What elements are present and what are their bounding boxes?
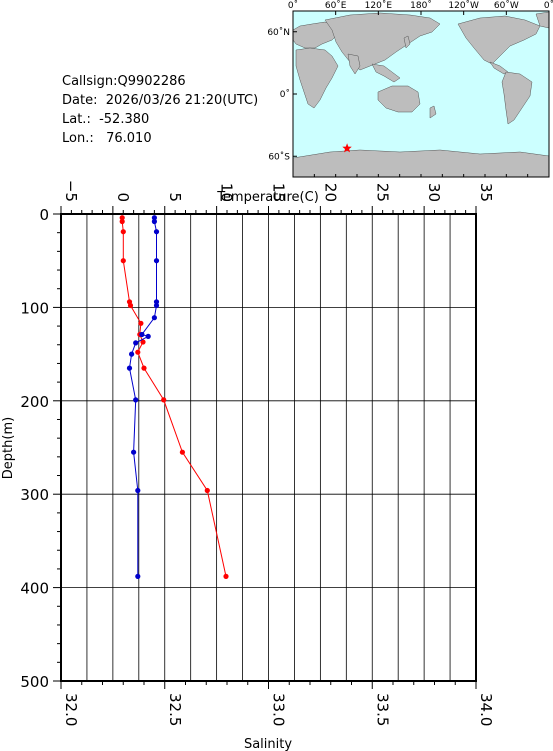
map-land-africa <box>295 47 339 109</box>
salinity-data-point <box>153 299 160 305</box>
salinity-tick-label: 33.0 <box>270 693 288 726</box>
depth-tick-label: 0 <box>39 206 49 224</box>
temperature-data-point <box>161 397 167 403</box>
temperature-data-point <box>140 339 146 345</box>
temperature-data-point <box>119 218 125 225</box>
temperature-data-point <box>204 487 210 494</box>
temperature-data-point <box>141 365 147 371</box>
plot-frame <box>60 213 477 682</box>
salinity-data-point <box>153 258 160 264</box>
station-info: Callsign:Q9902286 Date: 2026/03/26 21:20… <box>62 72 258 148</box>
map-land-north-america <box>457 15 541 65</box>
grid-lines <box>60 213 477 682</box>
station-star-icon <box>342 143 352 153</box>
salinity-profile-line <box>128 217 157 577</box>
temperature-data-point <box>119 215 125 221</box>
map-lon-label: 120˚E <box>365 0 393 11</box>
temperature-data-point <box>126 299 133 305</box>
salinity-data-point <box>145 333 151 339</box>
callsign-text: Callsign:Q9902286 <box>62 74 186 89</box>
date-text: Date: 2026/03/26 21:20(UTC) <box>62 93 259 108</box>
salinity-data-point <box>131 449 137 455</box>
latitude-text: Lat.: -52.380 <box>62 112 150 127</box>
salinity-data-point <box>153 229 160 235</box>
map-land-japan <box>403 35 411 49</box>
salinity-tick-label: 32.5 <box>166 693 184 726</box>
salinity-tick-label: 32.0 <box>62 693 80 726</box>
map-lon-label: 0˚ <box>288 0 298 11</box>
salinity-data-point <box>126 365 133 371</box>
map-left-labels: 60˚N 0˚ 60˚S <box>267 27 290 163</box>
salinity-data-point <box>133 340 139 346</box>
map-lon-label: 0˚ <box>544 0 553 11</box>
map-ticks <box>292 11 550 177</box>
salinity-data-point <box>135 487 141 494</box>
salinity-axis-title: Salinity <box>244 737 292 751</box>
map-land-nz <box>429 105 437 119</box>
plot-area <box>61 214 476 681</box>
depth-tick-label: 100 <box>20 299 49 317</box>
temperature-data-point <box>120 258 126 264</box>
salinity-data-point <box>153 302 160 309</box>
depth-tick-label: 400 <box>20 580 49 598</box>
axis-ticks <box>53 206 477 689</box>
salinity-tick-label: 33.5 <box>373 693 391 726</box>
salinity-data-point <box>133 397 139 403</box>
map-land-greenland <box>535 11 549 29</box>
map-land-australia <box>377 85 421 113</box>
temperature-data-point <box>223 573 229 580</box>
temperature-data-point <box>138 320 144 326</box>
temperature-data-point <box>135 349 141 355</box>
map-lon-label: 60˚E <box>325 0 347 11</box>
depth-axis-title: Depth(m) <box>1 417 16 479</box>
depth-tick-label: 300 <box>20 486 49 504</box>
map-lon-label: 180˚ <box>410 0 432 11</box>
map-lat-label: 60˚S <box>268 151 290 162</box>
map-land-europe <box>293 21 339 49</box>
temperature-data-point <box>179 449 185 455</box>
station-marker <box>342 143 352 153</box>
depth-tick-label: 500 <box>20 673 49 691</box>
salinity-tick-label: 34.0 <box>477 693 495 726</box>
data-series <box>119 215 229 580</box>
temperature-data-point <box>120 229 126 235</box>
temperature-profile-line <box>121 217 227 577</box>
map-top-labels: 0˚ 60˚E 120˚E 180˚ 120˚W 60˚W 0˚ <box>288 0 553 11</box>
temperature-data-point <box>127 302 134 309</box>
salinity-data-point <box>139 331 145 338</box>
salinity-data-point <box>129 351 135 357</box>
salinity-data-point <box>151 315 157 321</box>
map-lon-label: 120˚W <box>448 0 479 11</box>
map-lat-label: 60˚N <box>267 27 290 38</box>
depth-tick-label: 200 <box>20 393 49 411</box>
map-land-india <box>347 53 361 75</box>
depth-tick-labels: 0 100 200 300 400 500 <box>20 206 49 691</box>
salinity-tick-labels: 32.0 32.5 33.0 33.5 34.0 <box>62 693 495 726</box>
world-map: 0˚ 60˚E 120˚E 180˚ 120˚W 60˚W 0˚ 60˚N 0˚ 60˚S <box>267 0 553 178</box>
temperature-data-point <box>137 331 143 338</box>
longitude-text: Lon.: 76.010 <box>62 131 152 146</box>
salinity-data-point <box>135 573 141 580</box>
salinity-data-point <box>151 215 157 221</box>
map-land-seasia <box>371 63 401 83</box>
map-land-south-america <box>501 71 533 125</box>
salinity-data-point <box>151 218 157 225</box>
map-land-antarctica <box>293 149 549 177</box>
map-lat-label: 0˚ <box>280 89 290 100</box>
map-lon-label: 60˚W <box>494 0 519 11</box>
